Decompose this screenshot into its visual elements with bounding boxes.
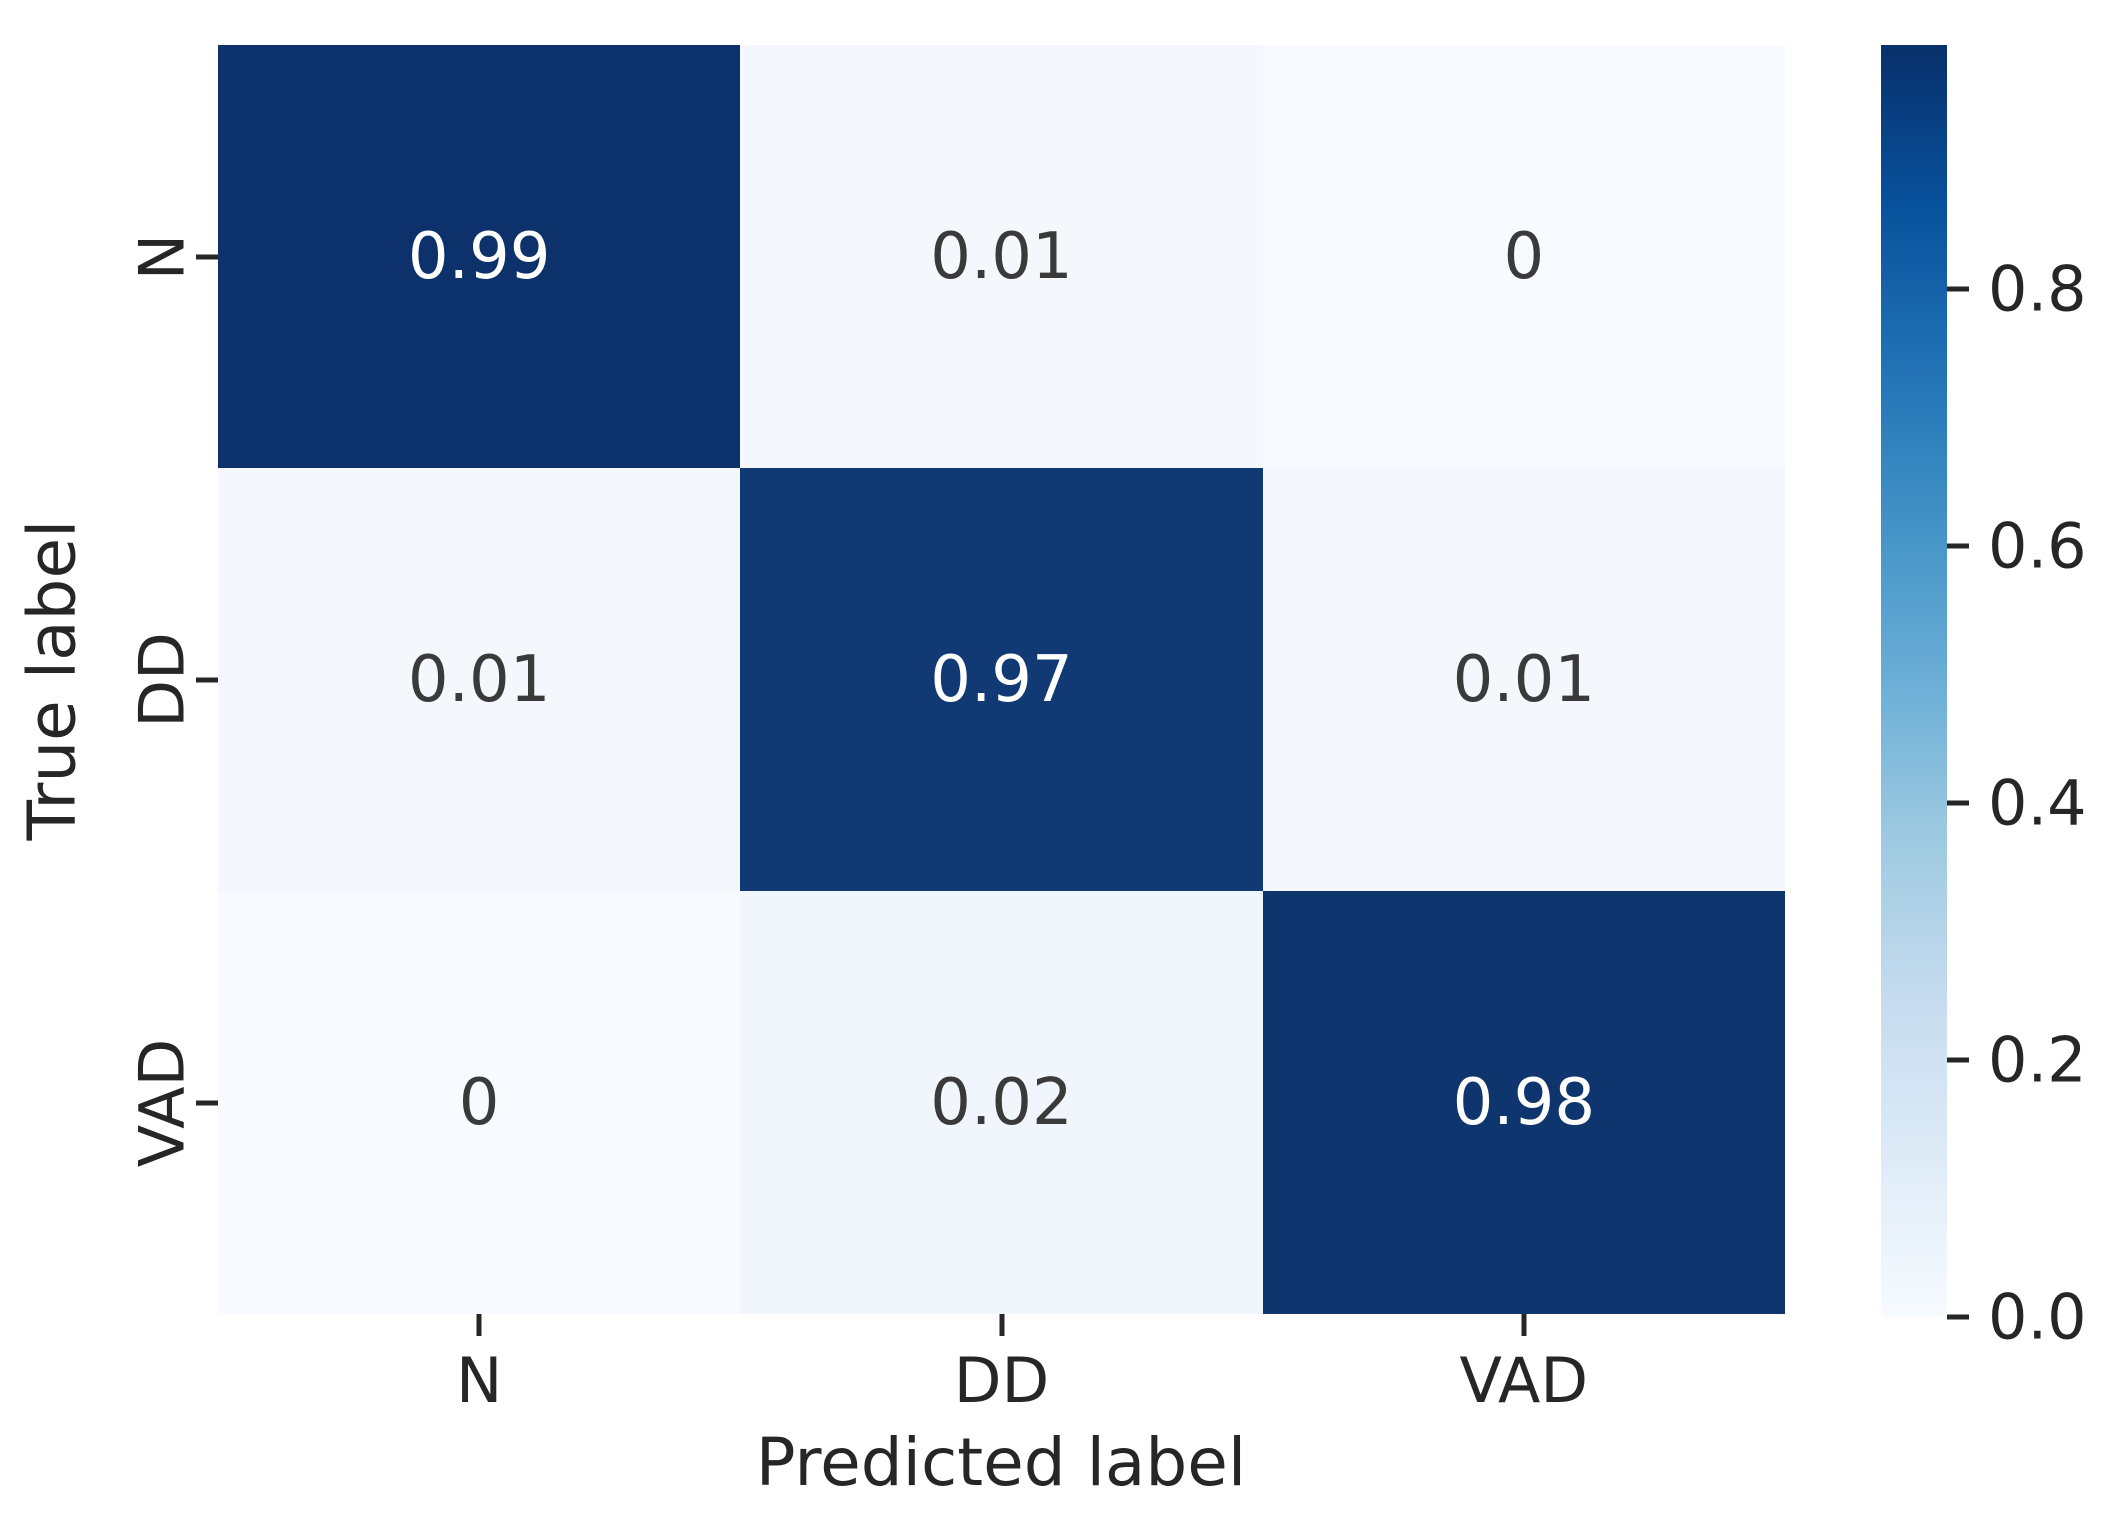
cell-value: 0.99 xyxy=(407,219,551,294)
colorbar-tick-label: 0.4 xyxy=(1988,766,2087,840)
x-tick-label: N xyxy=(455,1344,503,1417)
heatmap-cell: 0.99 xyxy=(218,45,741,468)
y-tick-mark xyxy=(196,254,218,259)
cell-value: 0.01 xyxy=(407,642,551,717)
heatmap-grid: 0.99 0.01 0 0.01 0.97 0.01 0 0.02 0.98 xyxy=(218,45,1785,1314)
heatmap-cell: 0.02 xyxy=(740,891,1263,1314)
cell-value: 0 xyxy=(1503,219,1545,294)
colorbar-tick-mark xyxy=(1947,1057,1969,1063)
heatmap-cell: 0.01 xyxy=(218,468,741,891)
y-tick-label: VAD xyxy=(125,1038,199,1167)
colorbar-tick-mark xyxy=(1947,543,1969,549)
x-tick-mark xyxy=(476,1314,482,1336)
y-tick-label: N xyxy=(125,233,199,280)
colorbar-tick-label: 0.8 xyxy=(1988,252,2087,326)
heatmap-cell: 0.98 xyxy=(1262,891,1785,1314)
y-tick-mark xyxy=(196,677,218,682)
cell-value: 0.01 xyxy=(930,219,1073,294)
heatmap-cell: 0.01 xyxy=(1262,468,1785,891)
colorbar-tick-label: 0.0 xyxy=(1988,1280,2087,1354)
cell-value: 0.02 xyxy=(930,1065,1073,1140)
x-tick-mark xyxy=(1521,1314,1527,1336)
y-axis-title: True label xyxy=(13,519,91,841)
x-tick-label: VAD xyxy=(1459,1344,1589,1417)
cell-value: 0.01 xyxy=(1452,642,1596,717)
colorbar-tick-mark xyxy=(1947,286,1969,292)
heatmap-cell: 0.97 xyxy=(740,468,1263,891)
cell-value: 0 xyxy=(458,1065,500,1140)
colorbar-tick-label: 0.6 xyxy=(1988,509,2087,583)
x-axis-title: Predicted label xyxy=(755,1424,1247,1501)
y-tick-label: DD xyxy=(125,631,199,728)
y-tick-mark xyxy=(196,1100,218,1105)
colorbar-tick-label: 0.2 xyxy=(1988,1023,2087,1097)
colorbar-tick-mark xyxy=(1947,1314,1969,1320)
heatmap-cell: 0.01 xyxy=(740,45,1263,468)
cell-value: 0.97 xyxy=(930,642,1073,717)
heatmap-cell: 0 xyxy=(218,891,741,1314)
colorbar xyxy=(1881,45,1947,1317)
x-tick-mark xyxy=(999,1314,1004,1336)
colorbar-tick-mark xyxy=(1947,800,1969,806)
heatmap-cell: 0 xyxy=(1262,45,1785,468)
x-tick-label: DD xyxy=(953,1344,1050,1417)
cell-value: 0.98 xyxy=(1452,1065,1596,1140)
